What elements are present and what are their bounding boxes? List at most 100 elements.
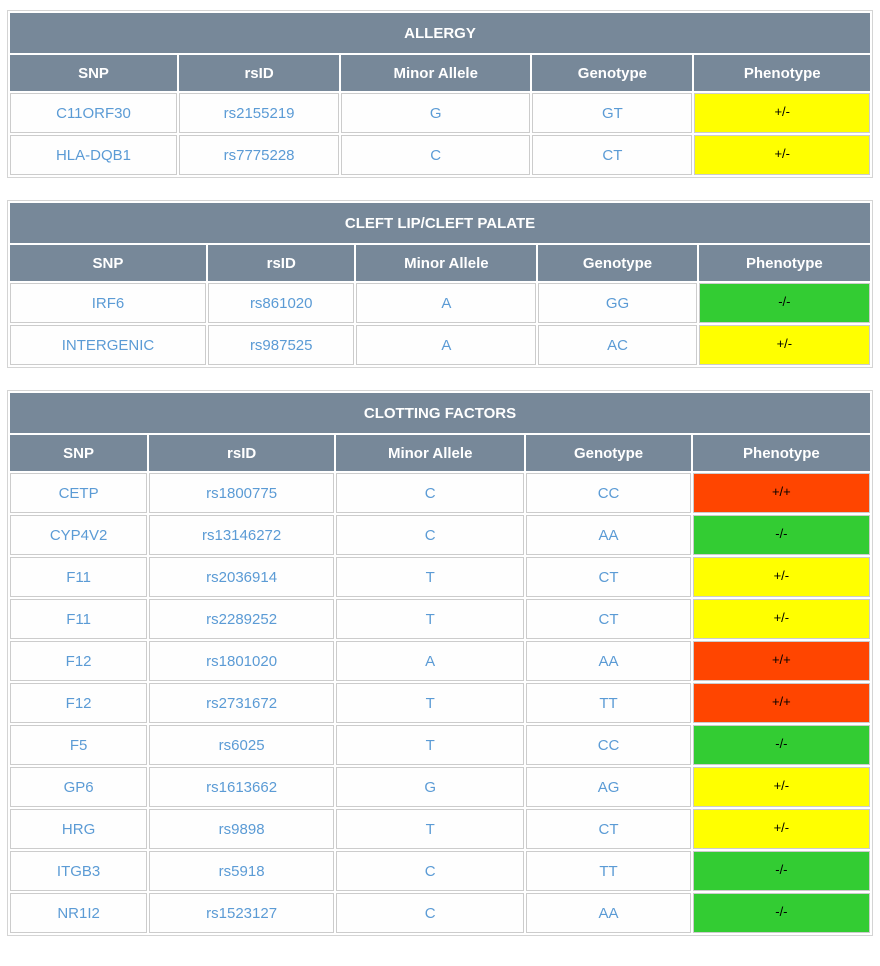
snp-cell: F5 — [10, 725, 148, 765]
rsid-cell: rs1800775 — [149, 473, 335, 513]
rsid-cell: rs6025 — [149, 725, 335, 765]
minor-allele-cell: C — [336, 473, 525, 513]
rsid-cell: rs2155219 — [178, 93, 340, 133]
genotype-cell: AA — [526, 641, 691, 681]
column-header-genotype: Genotype — [538, 245, 697, 281]
minor-allele-cell: G — [341, 93, 531, 133]
snp-cell: C11ORF30 — [10, 93, 177, 133]
minor-allele-cell: C — [341, 135, 531, 175]
genotype-cell: AA — [526, 893, 691, 933]
table-row: C11ORF30 rs2155219 G GT +/- — [10, 93, 870, 133]
snp-cell: CYP4V2 — [10, 515, 148, 555]
column-header-row: SNP rsID Minor Allele Genotype Phenotype — [10, 435, 870, 471]
rsid-cell: rs7775228 — [178, 135, 340, 175]
column-header-phenotype: Phenotype — [692, 435, 870, 471]
phenotype-cell: +/- — [698, 325, 870, 365]
snp-cell: F11 — [10, 599, 148, 639]
rsid-cell: rs2289252 — [149, 599, 335, 639]
phenotype-cell: +/+ — [692, 683, 870, 723]
column-header-snp: SNP — [10, 435, 148, 471]
table-row: HLA-DQB1 rs7775228 C CT +/- — [10, 135, 870, 175]
minor-allele-cell: A — [336, 641, 525, 681]
column-header-snp: SNP — [10, 55, 177, 91]
rsid-cell: rs1613662 — [149, 767, 335, 807]
table-row: NR1I2 rs1523127 C AA -/- — [10, 893, 870, 933]
table-title: CLOTTING FACTORS — [10, 393, 870, 433]
snp-cell: HLA-DQB1 — [10, 135, 177, 175]
minor-allele-cell: T — [336, 557, 525, 597]
table-row: ITGB3 rs5918 C TT -/- — [10, 851, 870, 891]
genotype-cell: CT — [526, 599, 691, 639]
genotype-cell: CT — [532, 135, 693, 175]
phenotype-cell: -/- — [698, 283, 870, 323]
genotype-cell: TT — [526, 683, 691, 723]
column-header-minor-allele: Minor Allele — [356, 245, 537, 281]
genotype-cell: GG — [538, 283, 697, 323]
column-header-row: SNP rsID Minor Allele Genotype Phenotype — [10, 245, 870, 281]
rsid-cell: rs1523127 — [149, 893, 335, 933]
genotype-cell: CC — [526, 473, 691, 513]
cleft-lip-cleft-palate-table: CLEFT LIP/CLEFT PALATE SNP rsID Minor Alle… — [7, 200, 873, 368]
table-row: F5 rs6025 T CC -/- — [10, 725, 870, 765]
phenotype-cell: -/- — [692, 725, 870, 765]
genotype-cell: AC — [538, 325, 697, 365]
snp-cell: CETP — [10, 473, 148, 513]
minor-allele-cell: A — [356, 325, 537, 365]
allergy-table: ALLERGY SNP rsID Minor Allele Genotype Pheno… — [7, 10, 873, 178]
column-header-snp: SNP — [10, 245, 206, 281]
minor-allele-cell: A — [356, 283, 537, 323]
snp-cell: HRG — [10, 809, 148, 849]
table-row: INTERGENIC rs987525 A AC +/- — [10, 325, 870, 365]
snp-cell: GP6 — [10, 767, 148, 807]
table-row: F12 rs2731672 T TT +/+ — [10, 683, 870, 723]
table-row: F12 rs1801020 A AA +/+ — [10, 641, 870, 681]
snp-cell: IRF6 — [10, 283, 206, 323]
phenotype-cell: +/- — [692, 557, 870, 597]
snp-cell: F12 — [10, 683, 148, 723]
minor-allele-cell: C — [336, 893, 525, 933]
table-row: F11 rs2036914 T CT +/- — [10, 557, 870, 597]
table-title: ALLERGY — [10, 13, 870, 53]
phenotype-cell: -/- — [692, 893, 870, 933]
column-header-rsid: rsID — [178, 55, 340, 91]
rsid-cell: rs2036914 — [149, 557, 335, 597]
table-title: CLEFT LIP/CLEFT PALATE — [10, 203, 870, 243]
genotype-cell: GT — [532, 93, 693, 133]
snp-cell: NR1I2 — [10, 893, 148, 933]
column-header-minor-allele: Minor Allele — [341, 55, 531, 91]
rsid-cell: rs987525 — [207, 325, 355, 365]
table-title-row: CLOTTING FACTORS — [10, 393, 870, 433]
genotype-cell: CC — [526, 725, 691, 765]
phenotype-cell: +/+ — [692, 641, 870, 681]
clotting-factors-table: CLOTTING FACTORS SNP rsID Minor Allele Geno… — [7, 390, 873, 936]
column-header-phenotype: Phenotype — [698, 245, 870, 281]
table-row: CETP rs1800775 C CC +/+ — [10, 473, 870, 513]
rsid-cell: rs13146272 — [149, 515, 335, 555]
rsid-cell: rs9898 — [149, 809, 335, 849]
minor-allele-cell: C — [336, 851, 525, 891]
column-header-row: SNP rsID Minor Allele Genotype Phenotype — [10, 55, 870, 91]
phenotype-cell: +/- — [692, 809, 870, 849]
genotype-cell: CT — [526, 809, 691, 849]
minor-allele-cell: T — [336, 809, 525, 849]
column-header-minor-allele: Minor Allele — [336, 435, 525, 471]
column-header-rsid: rsID — [149, 435, 335, 471]
rsid-cell: rs5918 — [149, 851, 335, 891]
snp-cell: F11 — [10, 557, 148, 597]
column-header-phenotype: Phenotype — [694, 55, 870, 91]
genotype-cell: TT — [526, 851, 691, 891]
table-row: IRF6 rs861020 A GG -/- — [10, 283, 870, 323]
phenotype-cell: +/- — [694, 135, 870, 175]
table-title-row: ALLERGY — [10, 13, 870, 53]
column-header-genotype: Genotype — [526, 435, 691, 471]
column-header-rsid: rsID — [207, 245, 355, 281]
table-row: GP6 rs1613662 G AG +/- — [10, 767, 870, 807]
snp-cell: F12 — [10, 641, 148, 681]
rsid-cell: rs2731672 — [149, 683, 335, 723]
phenotype-cell: -/- — [692, 851, 870, 891]
rsid-cell: rs1801020 — [149, 641, 335, 681]
minor-allele-cell: C — [336, 515, 525, 555]
genotype-cell: AA — [526, 515, 691, 555]
genotype-cell: CT — [526, 557, 691, 597]
